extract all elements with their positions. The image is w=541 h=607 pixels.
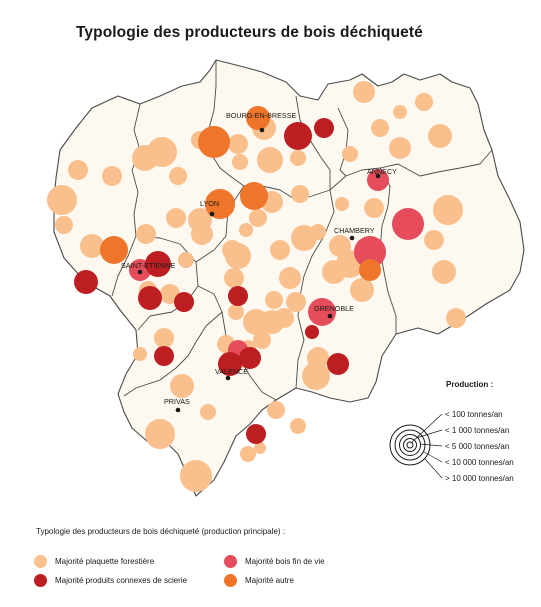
legend-swatch-autre: [224, 574, 237, 587]
production-class-4: < 10 000 tonnes/an: [445, 458, 514, 467]
legend-item-autre: Majorité autre: [224, 574, 294, 587]
city-label-lyon: LYON: [200, 199, 219, 208]
city-label-valence: VALENCE: [215, 367, 248, 376]
legend-label-autre: Majorité autre: [245, 576, 294, 585]
legend-label-fin-de-vie: Majorité bois fin de vie: [245, 557, 325, 566]
city-label-chambery: CHAMBERY: [334, 226, 375, 235]
legend-label-connexes: Majorité produits connexes de scierie: [55, 576, 188, 585]
production-class-5: > 10 000 tonnes/an: [445, 474, 514, 483]
city-label-bourg-en-bresse: BOURG-EN-BRESSE: [226, 111, 296, 120]
city-label-annecy: ANNECY: [367, 167, 397, 176]
production-class-3: < 5 000 tonnes/an: [445, 442, 510, 451]
production-class-1: < 100 tonnes/an: [445, 410, 503, 419]
legend-item-forestiere: Majorité plaquette forestière: [34, 555, 154, 568]
city-label-privas: PRIVAS: [164, 397, 190, 406]
city-label-saint-etienne: SAINT-ETIENNE: [121, 261, 176, 270]
city-markers: [137, 127, 381, 413]
legend-label-forestiere: Majorité plaquette forestière: [55, 557, 155, 566]
legend-item-connexes: Majorité produits connexes de scierie: [34, 574, 187, 587]
typology-legend-title: Typologie des producteurs de bois déchiq…: [36, 527, 286, 536]
production-size-legend: [389, 413, 443, 479]
production-legend-title: Production :: [446, 380, 494, 389]
legend-swatch-fin-de-vie: [224, 555, 237, 568]
city-label-grenoble: GRENOBLE: [314, 304, 354, 313]
legend-swatch-forestiere: [34, 555, 47, 568]
producer-markers: [47, 81, 466, 492]
legend-item-fin-de-vie: Majorité bois fin de vie: [224, 555, 325, 568]
map-title: Typologie des producteurs de bois déchiq…: [76, 24, 423, 41]
legend-swatch-connexes: [34, 574, 47, 587]
production-class-2: < 1 000 tonnes/an: [445, 426, 510, 435]
